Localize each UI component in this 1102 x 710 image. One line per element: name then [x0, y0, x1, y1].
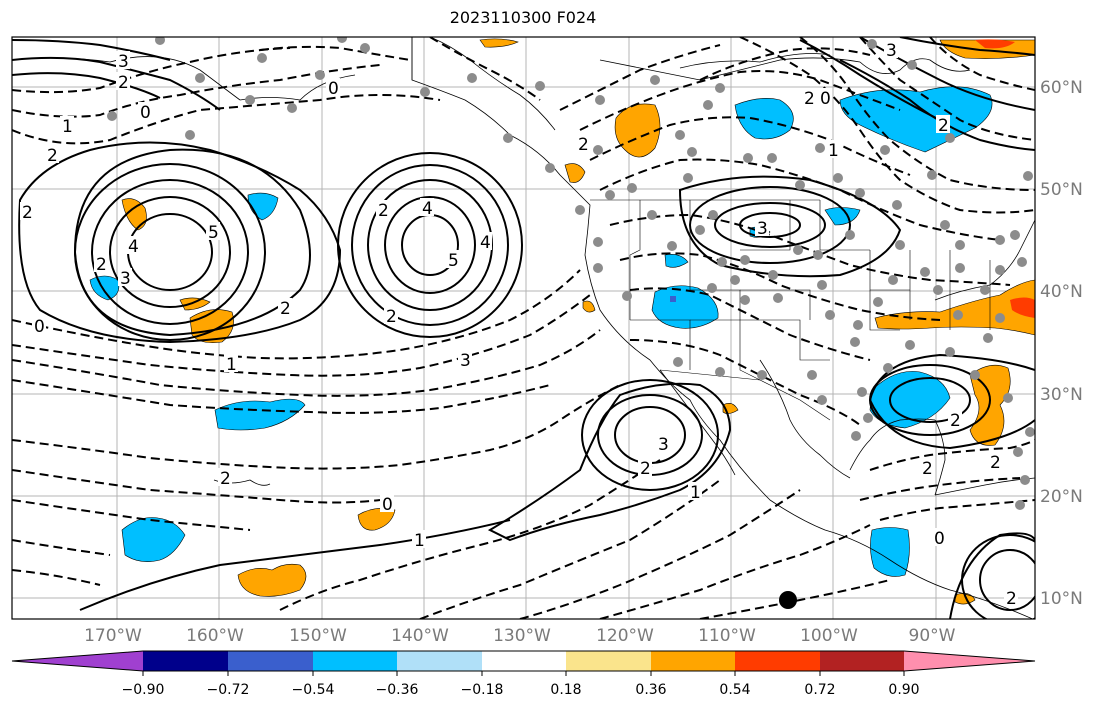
contour-label: 2 [640, 459, 651, 479]
contour-label: 2 [950, 411, 961, 431]
colorbar-tick-label: 0.72 [804, 682, 835, 698]
lon-label: 130°W [493, 626, 551, 646]
map-layer: 3 2 0 1 2 0 2 0 1 2 4 2 3 4 5 2 2 4 5 3 … [12, 37, 1035, 619]
contour-label: 1 [414, 531, 425, 551]
contour-label: 4 [480, 233, 491, 253]
contour-label: 2 [386, 307, 397, 327]
contour-label: 1 [226, 355, 237, 375]
colorbar-tick-label: −0.54 [292, 682, 335, 698]
colorbar-tick-label: 0.36 [635, 682, 666, 698]
latitude-labels: 60°N 50°N 40°N 30°N 20°N 10°N [1040, 78, 1083, 609]
contour-label: 2 [922, 459, 933, 479]
colorbar-bin [482, 651, 566, 671]
contour-label: 3 [658, 435, 669, 455]
contour-label: 3 [757, 219, 768, 239]
strong-negative-area [670, 296, 676, 302]
lon-label: 110°W [698, 626, 756, 646]
colorbar-bin [143, 651, 228, 671]
political-borders [411, 37, 991, 421]
lon-label: 120°W [596, 626, 654, 646]
lon-label: 150°W [289, 626, 347, 646]
contour-label: 1 [62, 117, 73, 137]
contour-label: 2 [378, 201, 389, 221]
lat-label: 50°N [1040, 180, 1083, 200]
contour-label: 0 [34, 317, 45, 337]
contour-label: 5 [448, 251, 459, 271]
contour-label: 1 [828, 141, 839, 161]
lat-label: 20°N [1040, 487, 1083, 507]
colorbar-bin [820, 651, 904, 671]
colorbar-bin [313, 651, 397, 671]
contour-label: 2 [22, 203, 33, 223]
lon-label: 140°W [391, 626, 449, 646]
contour-label: 0 [328, 79, 339, 99]
lon-label: 160°W [186, 626, 244, 646]
station-markers [107, 37, 1035, 510]
contour-label: 3 [886, 41, 897, 61]
contour-label: 0 [382, 495, 393, 515]
plot-frame [11, 36, 1036, 620]
map-title: 2023110300 F024 [449, 8, 597, 27]
contour-label: 2 [280, 299, 291, 319]
contour-labels: 3 2 0 1 2 0 2 0 1 2 4 2 3 4 5 2 2 4 5 3 … [20, 40, 1018, 609]
contour-label: 2 [938, 116, 949, 136]
contour-label: 2 [804, 89, 815, 109]
lon-label: 90°W [909, 626, 956, 646]
contour-label: 5 [208, 223, 219, 243]
colorbar-over-arrow [904, 651, 1035, 671]
contour-label: 2 [118, 73, 129, 93]
lon-label: 100°W [800, 626, 858, 646]
colorbar-bin [735, 651, 820, 671]
contour-label: 4 [128, 237, 139, 257]
contour-label: 3 [460, 351, 471, 371]
colorbar-bin [566, 651, 651, 671]
colorbar-tick-label: 0.18 [550, 682, 581, 698]
contour-label: 0 [140, 103, 151, 123]
lon-label: 170°W [84, 626, 142, 646]
negative-contours [12, 37, 1035, 619]
contour-label: 2 [1006, 589, 1017, 609]
colorbar-tick-label: 0.54 [719, 682, 750, 698]
graticule [12, 37, 1035, 619]
lat-label: 30°N [1040, 385, 1083, 405]
colorbar-bin [228, 651, 313, 671]
contour-label: 3 [120, 269, 131, 289]
contour-label: 2 [578, 135, 589, 155]
colorbar-tick-label: −0.90 [122, 682, 165, 698]
negative-anomaly-areas [89, 86, 993, 577]
contour-label: 0 [820, 89, 831, 109]
strong-positive-areas [975, 39, 1035, 318]
contour-label: 2 [96, 255, 107, 275]
contour-label: 3 [118, 52, 129, 72]
contour-label: 0 [934, 529, 945, 549]
storm-center-marker [779, 591, 797, 609]
colorbar-tick-label: 0.90 [888, 682, 919, 698]
colorbar-tick-label: −0.72 [207, 682, 250, 698]
longitude-labels: 170°W 160°W 150°W 140°W 130°W 120°W 110°… [84, 626, 956, 646]
colorbar: −0.90 −0.72 −0.54 −0.36 −0.18 0.18 0.36 … [11, 650, 1036, 698]
colorbar-bin [651, 651, 735, 671]
plot-area [12, 37, 1035, 619]
contour-label: 4 [422, 199, 433, 219]
lat-label: 60°N [1040, 78, 1083, 98]
colorbar-tick-label: −0.36 [376, 682, 419, 698]
colorbar-bin [397, 651, 482, 671]
contour-label: 2 [990, 453, 1001, 473]
colorbar-under-arrow [12, 651, 143, 671]
contour-label: 2 [47, 146, 58, 166]
contour-label: 2 [220, 469, 231, 489]
contour-label: 1 [690, 483, 701, 503]
colorbar-tick-label: −0.18 [461, 682, 504, 698]
lat-label: 10°N [1040, 589, 1083, 609]
lat-label: 40°N [1040, 282, 1083, 302]
